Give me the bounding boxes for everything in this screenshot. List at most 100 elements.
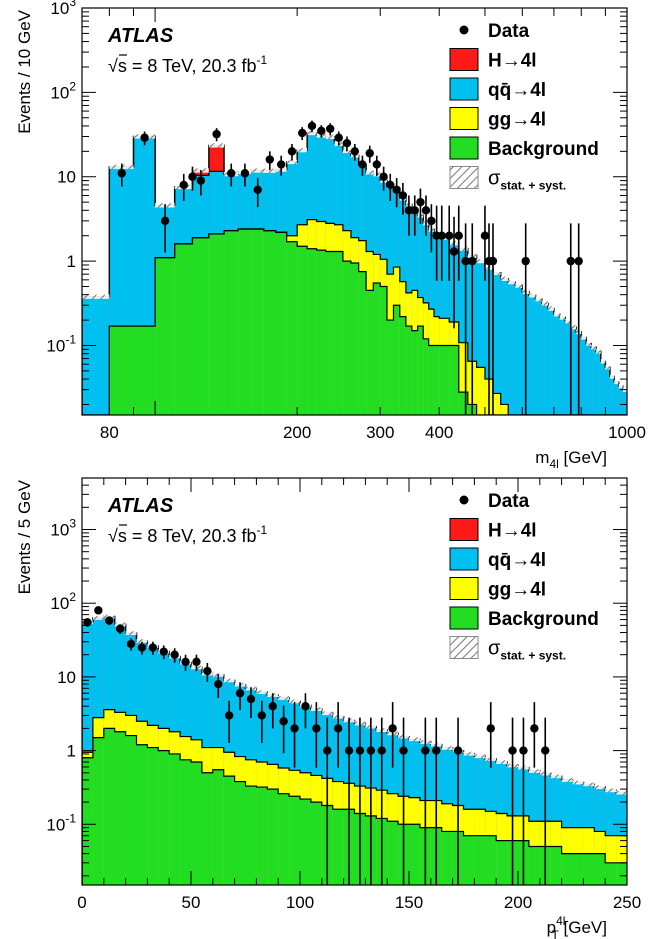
x-tick-label: 1000 [608,423,646,442]
data-point [203,666,212,676]
uncertainty-band [476,258,485,264]
y-axis-label: Events / 5 GeV [15,479,34,594]
plot-frame [81,7,628,416]
uncertainty-band [600,359,606,364]
stack-gg-4l-bar [605,835,617,885]
stack-background-bar [485,835,497,885]
uncertainty-band [559,315,566,320]
stack-background-bar [158,750,170,885]
data-point [350,147,360,156]
uncertainty-band [441,745,453,750]
uncertainty-band [82,294,110,299]
stack-background-bar [223,776,235,885]
legend-label: qq̄→4l [488,550,546,571]
data-point [188,172,197,181]
uncertainty-band [492,270,501,276]
data-point [214,679,223,689]
data-point [392,185,401,195]
uncertainty-band [297,147,308,153]
data-point [307,121,317,131]
data-point [115,624,125,633]
legend-marker [459,495,469,505]
y-tick-label: 1 [67,742,76,761]
stack-background-bar [278,793,290,885]
data-point [181,657,190,667]
x-tick-label: 0 [77,893,86,912]
uncertainty-band [550,774,562,779]
y-tick-label: 10 [57,668,76,687]
data-point [83,618,92,627]
legend-item-3: gg→4l [449,107,546,131]
data-point [287,147,297,156]
legend-label: H→4l [488,521,537,542]
y-tick-label: 103 [50,517,76,540]
stack-background-bar [496,840,508,885]
x-tick-label: 50 [182,893,201,912]
stack-background-bar [286,241,298,415]
stack-qq-4l-bar [600,361,606,415]
stack-background-bar [82,757,93,885]
stack-background-bar [191,762,202,885]
data-point [148,643,158,652]
stack-background-bar [267,789,279,885]
plot-area [82,120,627,415]
legend-swatch [449,77,479,101]
stack-background-bar [180,759,191,885]
stack-qq-4l-bar [609,376,615,415]
data-point [94,606,103,615]
uncertainty-band [616,790,627,795]
stack-background-bar [417,326,424,415]
y-tick-label: 10-1 [46,332,76,355]
uncertainty-band [605,365,610,370]
stack-background-bar [103,728,115,885]
stack-background-bar [300,799,311,885]
stack-qq-4l-bar [535,299,542,415]
stack-outline-gg-4l [82,219,627,415]
stack-gg-4l-bar [476,367,485,415]
data-point [160,216,170,226]
data-point [421,206,431,215]
y-tick-label: 102 [50,79,76,102]
stack-background-bar [133,326,156,415]
y-tick-label: 1 [67,252,76,271]
data-point [317,126,326,136]
legend-label: gg→4l [488,580,546,601]
stack-background-bar [155,257,175,415]
data-point [399,746,408,755]
data-point [257,711,267,720]
data-point [126,639,136,649]
stack-gg-4l-bar [492,393,501,415]
stack-background-bar [245,786,257,885]
stack-background-bar [224,230,239,415]
x-tick-label: 200 [283,423,311,442]
stack-background-bar [399,316,406,415]
stack-background-bar [350,262,359,415]
data-point [530,724,539,733]
legend-item-2: qq̄→4l [449,77,546,101]
legend-swatch [449,606,479,630]
uncertainty-band [223,678,235,683]
uncertainty-band [321,711,333,716]
stack-background-bar [380,286,387,415]
stack-background-bar [434,345,440,415]
stack-background-bar [238,229,252,415]
stack-background-bar [409,824,420,885]
legend-item-5: σstat. + syst. [449,166,566,193]
data-point [333,724,343,733]
legend-label: H→4l [488,51,537,72]
y-tick-label: 103 [50,0,76,18]
uncertainty-band [409,737,420,742]
uncertainty-band [596,349,601,354]
plot-area [82,606,627,885]
stack-outline-gg-4l [82,708,627,885]
experiment-label: ATLAS [107,25,174,47]
stack-qq-4l-bar [565,321,571,415]
legend-label: Data [488,491,530,512]
data-point [421,746,430,755]
uncertainty-band [561,778,573,782]
data-point [235,689,245,698]
stack-background-bar [174,243,193,415]
uncertainty-band [289,699,300,704]
stack-background-bar [572,853,584,885]
stack-background-bar [275,232,287,415]
